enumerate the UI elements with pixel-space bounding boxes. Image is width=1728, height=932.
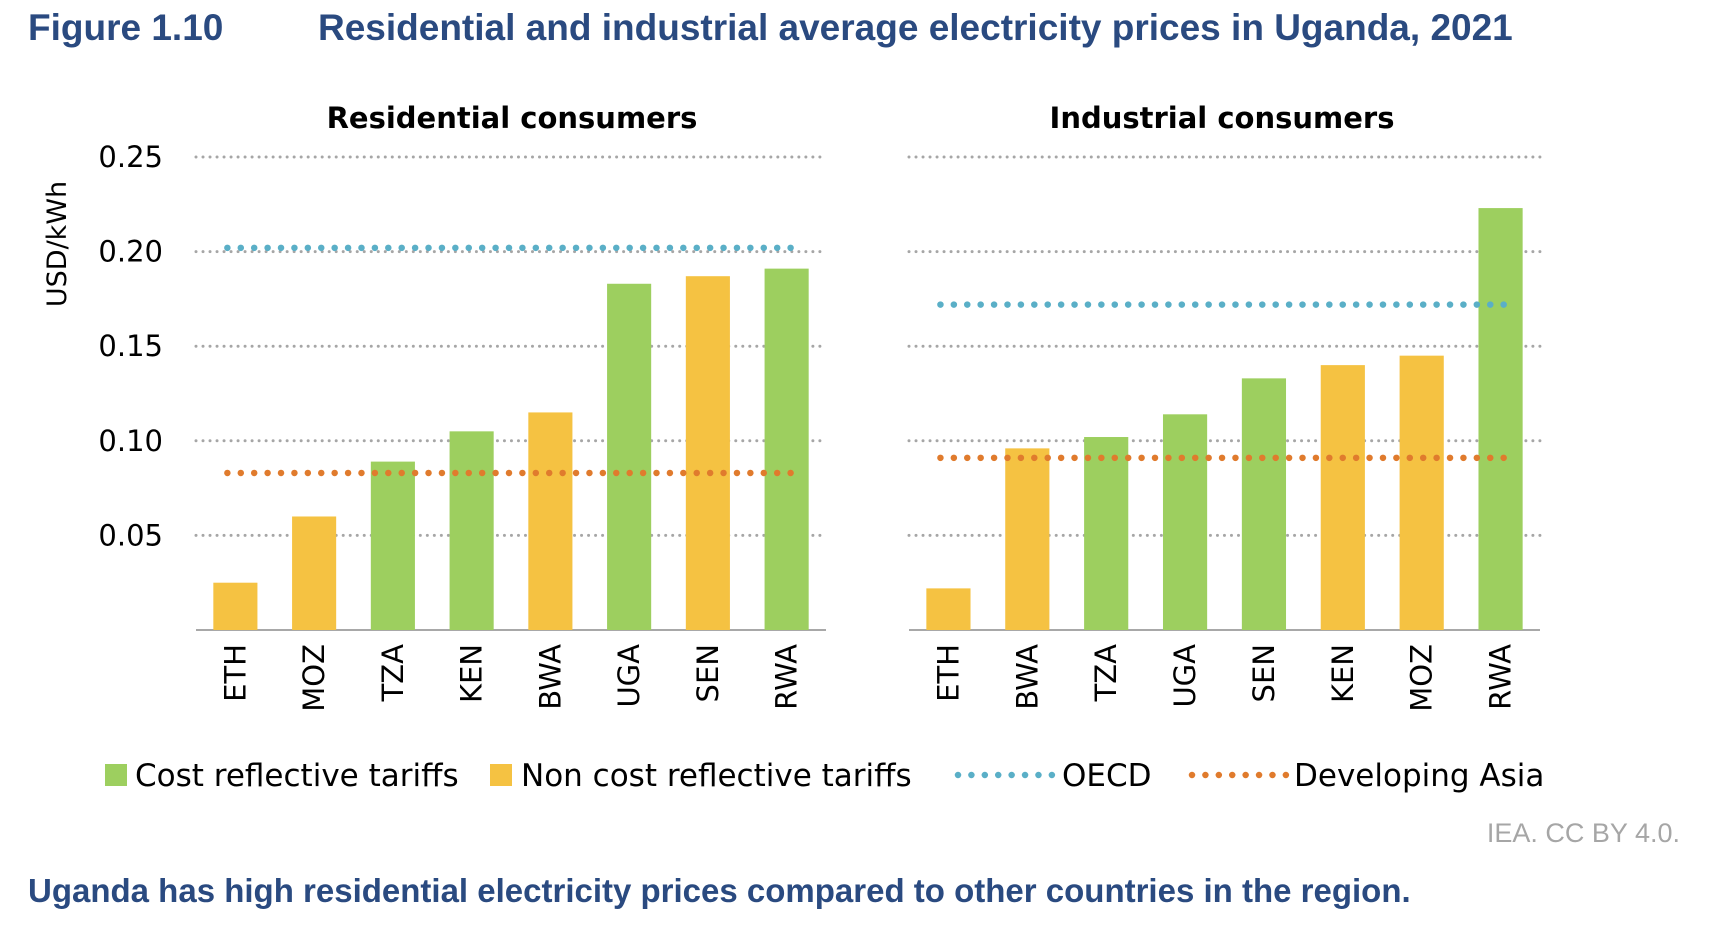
x-tick-label: BWA [533,644,567,710]
panel-industrial: ETH BWA TZA UGA SEN KEN MOZ RWA [907,155,1542,712]
x-tick-label: RWA [770,644,804,710]
legend: Cost reflective tariffs Non cost reflecti… [105,758,1544,794]
y-tick-label: 0.15 [98,329,163,363]
bar-residential-uga [607,283,652,630]
figure-label: Figure 1.10 [28,7,224,48]
x-tick-label: BWA [1010,644,1044,710]
bar-industrial-tza [1084,437,1129,630]
x-tick-label: SEN [691,644,725,702]
y-tick-label: 0.05 [98,518,163,552]
bar-residential-rwa [764,268,809,630]
y-tick-label: 0.20 [98,235,163,269]
bar-industrial-uga [1162,414,1208,630]
bar-residential-ken [449,431,494,630]
bar-industrial-moz [1399,355,1444,630]
bar-residential-bwa [528,412,573,630]
y-tick-label: 0.10 [98,424,163,458]
panel-title-residential: Residential consumers [327,101,698,135]
legend-label: Non cost reflective tariffs [521,758,912,794]
panel-title-industrial: Industrial consumers [1050,101,1395,135]
bar-residential-tza [370,461,415,630]
bar-industrial-eth [926,588,971,630]
x-tick-label: MOZ [1405,644,1439,712]
bar-industrial-bwa [1005,448,1050,630]
x-tick-label: UGA [612,644,646,708]
legend-label: OECD [1062,758,1152,794]
bar-industrial-sen [1241,378,1287,630]
y-tick-label: 0.25 [98,140,163,174]
figure-header: Figure 1.10 Residential and industrial a… [28,4,1513,52]
y-axis-ticks: 0.05 0.10 0.15 0.20 0.25 [98,140,163,552]
x-tick-label: ETH [931,644,965,702]
figure-title: Residential and industrial average elect… [318,7,1513,48]
legend-label: Developing Asia [1294,758,1544,794]
x-tick-label: KEN [455,644,489,703]
bar-industrial-ken [1320,365,1365,630]
bar-industrial-rwa [1478,208,1523,631]
x-tick-label: MOZ [297,644,331,712]
legend-label: Cost reflective tariffs [135,758,459,794]
legend-swatch-cost-reflective [105,764,127,786]
credit-text: IEA. CC BY 4.0. [1486,818,1680,848]
x-tick-label: KEN [1326,644,1360,703]
x-tick-label: TZA [1089,644,1123,703]
legend-swatch-non-cost_reflective [490,764,512,786]
price-chart: Residential consumers Industrial consume… [42,101,1544,794]
x-tick-label: RWA [1484,644,1518,710]
x-tick-label: SEN [1247,644,1281,702]
bar-residential-moz [292,516,337,630]
x-tick-label: UGA [1168,644,1202,708]
figure-caption: Uganda has high residential electricity … [28,872,1411,909]
x-tick-label: ETH [218,644,252,702]
bar-residential-eth [213,582,258,630]
y-axis-title: USD/kWh [42,181,73,307]
bar-residential-sen [685,276,730,630]
x-tick-label: TZA [376,644,410,703]
panel-residential: ETH MOZ TZA KEN BWA UGA SEN RWA [194,155,828,712]
